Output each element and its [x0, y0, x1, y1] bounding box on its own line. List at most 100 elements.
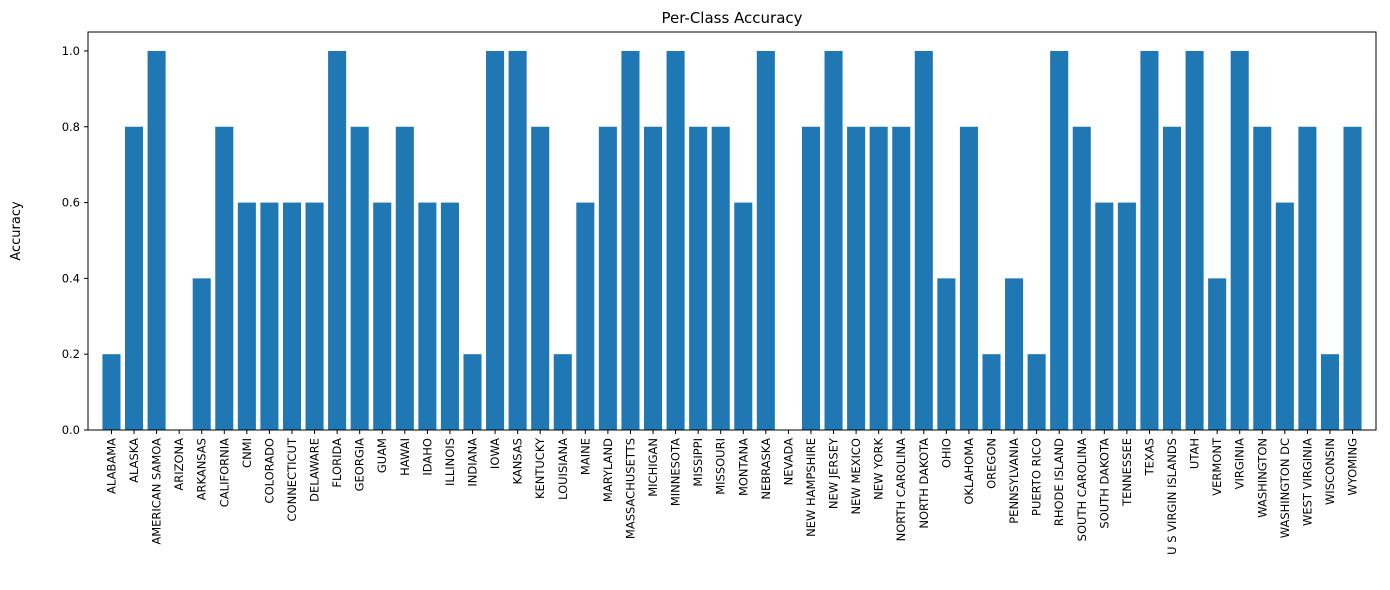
bar-massachusetts — [621, 50, 640, 430]
x-tick-label: COLORADO — [262, 438, 276, 503]
x-tick-label: TEXAS — [1142, 438, 1156, 476]
bar-missouri — [711, 126, 730, 430]
bar-kentucky — [531, 126, 550, 430]
x-tick-label: SOUTH DAKOTA — [1097, 438, 1111, 529]
bar-tennessee — [1117, 202, 1136, 430]
bar-kansas — [508, 50, 527, 430]
x-tick-label: ARIZONA — [172, 438, 186, 491]
bar-guam — [373, 202, 392, 430]
x-tick-label: NEW JERSEY — [827, 437, 841, 509]
bar-virginia — [1230, 50, 1249, 430]
x-tick-label: UTAH — [1188, 438, 1202, 469]
bar-iowa — [486, 50, 505, 430]
x-tick-label: RHODE ISLAND — [1052, 438, 1066, 526]
x-tick-label: MISSOURI — [714, 438, 728, 495]
bar-south-carolina — [1072, 126, 1091, 430]
bar-georgia — [350, 126, 369, 430]
y-tick-label: 0.8 — [62, 120, 80, 134]
bar-washington-dc — [1275, 202, 1294, 430]
x-tick-label: OREGON — [984, 438, 998, 489]
x-tick-label: KENTUCKY — [533, 437, 547, 499]
x-tick-label: NORTH DAKOTA — [917, 438, 931, 529]
x-tick-label: HAWAI — [398, 438, 412, 476]
bar-north-carolina — [892, 126, 911, 430]
bar-wisconsin — [1320, 354, 1339, 430]
x-tick-label: SOUTH CAROLINA — [1075, 438, 1089, 541]
bar-utah — [1185, 50, 1204, 430]
bar-california — [215, 126, 234, 430]
bar-cnmi — [237, 202, 256, 430]
x-tick-label: CNMI — [240, 438, 254, 468]
bar-maine — [576, 202, 595, 430]
x-tick-label: IDAHO — [420, 438, 434, 476]
x-tick-label: MAINE — [578, 438, 592, 475]
x-tick-label: CALIFORNIA — [217, 438, 231, 507]
bar-new-york — [869, 126, 888, 430]
bar-montana — [734, 202, 753, 430]
bar-new-jersey — [824, 50, 843, 430]
x-tick-label: WASHINGTON — [1255, 438, 1269, 518]
bar-texas — [1140, 50, 1159, 430]
bar-puerto-rico — [1027, 354, 1046, 430]
x-tick-label: CONNECTICUT — [285, 437, 299, 521]
y-tick-label: 0.0 — [62, 423, 80, 437]
bar-wyoming — [1343, 126, 1362, 430]
x-tick-label: MINNESOTA — [669, 438, 683, 506]
x-tick-label: NEBRASKA — [759, 438, 773, 500]
bar-nebraska — [756, 50, 775, 430]
x-tick-label: U S VIRGIN ISLANDS — [1165, 438, 1179, 555]
bar-minnesota — [666, 50, 685, 430]
x-tick-label: TENNESSEE — [1120, 438, 1134, 507]
x-tick-label: OHIO — [939, 438, 953, 468]
y-tick-label: 1.0 — [62, 44, 80, 58]
bar-ohio — [937, 278, 956, 430]
bar-indiana — [463, 354, 482, 430]
x-tick-label: MICHIGAN — [646, 438, 660, 497]
y-tick-label: 0.4 — [62, 271, 80, 285]
plot-area-frame — [87, 31, 1377, 431]
bar-pennsylvania — [1005, 278, 1024, 430]
bar-south-dakota — [1095, 202, 1114, 430]
x-tick-label: LOUISIANA — [556, 438, 570, 500]
x-tick-label: FLORIDA — [330, 438, 344, 488]
bar-american-samoa — [147, 50, 166, 430]
bar-louisiana — [553, 354, 572, 430]
x-tick-label: NORTH CAROLINA — [894, 438, 908, 541]
x-tick-label: IOWA — [488, 438, 502, 469]
x-tick-label: NEW YORK — [872, 438, 886, 500]
y-tick-label: 0.6 — [62, 196, 80, 210]
y-axis: 0.0 0.2 0.4 0.6 0.8 1.0 — [62, 44, 88, 437]
x-tick-label: WYOMING — [1346, 438, 1360, 496]
bar-new-mexico — [847, 126, 866, 430]
bar-oregon — [982, 354, 1001, 430]
bar-new-hampshire — [801, 126, 821, 430]
bar-hawai — [395, 126, 414, 430]
bar-rhode-island — [1050, 50, 1069, 430]
x-tick-label: AMERICAN SAMOA — [150, 438, 164, 545]
bar-florida — [328, 50, 347, 430]
bar-illinois — [440, 202, 459, 430]
x-tick-label: WASHINGTON DC — [1278, 438, 1292, 538]
bar-series — [102, 50, 1362, 430]
x-tick-label: ALABAMA — [104, 438, 118, 494]
bar-alabama — [102, 354, 121, 430]
bar-missippi — [689, 126, 708, 430]
x-tick-label: ILLINOIS — [443, 438, 457, 486]
x-axis: ALABAMA ALASKA AMERICAN SAMOA ARIZONA ARKANS… — [104, 430, 1360, 555]
bar-u-s-virgin-islands — [1162, 126, 1182, 430]
bar-alaska — [125, 126, 144, 430]
x-tick-label: NEW HAMPSHIRE — [804, 438, 818, 537]
x-tick-label: PENNSYLVANIA — [1007, 438, 1021, 524]
x-tick-label: MONTANA — [736, 438, 750, 496]
x-tick-label: KANSAS — [511, 438, 525, 485]
y-axis-label: Accuracy — [9, 201, 24, 261]
x-tick-label: MISSIPPI — [691, 438, 705, 487]
x-tick-label: MASSACHUSETTS — [623, 438, 637, 539]
bar-oklahoma — [959, 126, 978, 430]
x-tick-label: PUERTO RICO — [1030, 438, 1044, 516]
x-tick-label: NEVADA — [781, 438, 795, 486]
chart-title: Per-Class Accuracy — [661, 9, 802, 27]
bar-vermont — [1208, 278, 1227, 430]
x-tick-label: OKLAHOMA — [962, 438, 976, 505]
